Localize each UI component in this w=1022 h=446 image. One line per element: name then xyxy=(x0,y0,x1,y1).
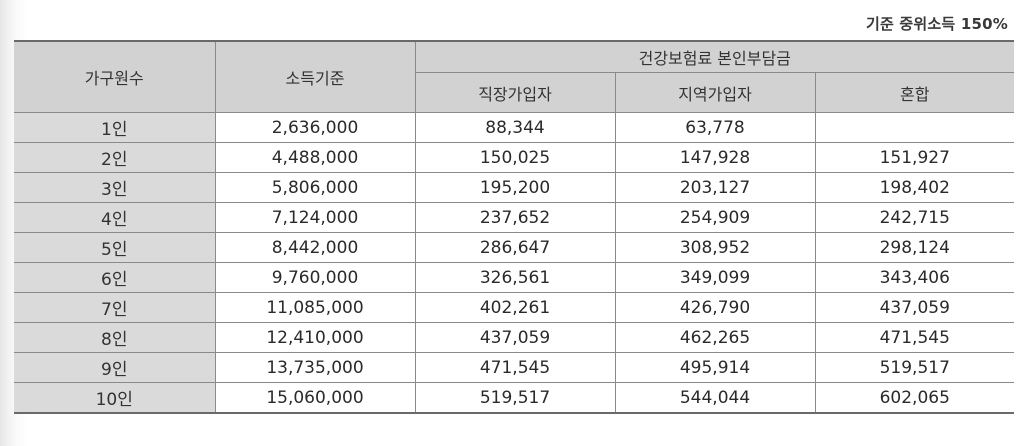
cell-household: 3인 xyxy=(14,172,216,203)
cell-employee: 286,647 xyxy=(414,232,616,263)
cell-employee: 519,517 xyxy=(414,382,616,414)
cell-regional: 308,952 xyxy=(614,232,816,263)
table-row: 7인 11,085,000 402,261 426,790 437,059 xyxy=(14,292,1015,323)
cell-mixed: 437,059 xyxy=(814,292,1015,323)
table-row: 6인 9,760,000 326,561 349,099 343,406 xyxy=(14,262,1015,293)
cell-household: 7인 xyxy=(14,292,216,323)
cell-household: 10인 xyxy=(14,382,216,414)
cell-mixed: 519,517 xyxy=(814,352,1015,383)
cell-employee: 437,059 xyxy=(414,322,616,353)
cell-income: 13,735,000 xyxy=(214,352,416,383)
cell-income: 9,760,000 xyxy=(214,262,416,293)
table-row: 1인 2,636,000 88,344 63,778 xyxy=(14,112,1015,143)
cell-employee: 88,344 xyxy=(414,112,616,143)
cell-income: 8,442,000 xyxy=(214,232,416,263)
cell-mixed: 298,124 xyxy=(814,232,1015,263)
cell-regional: 349,099 xyxy=(614,262,816,293)
cell-household: 5인 xyxy=(14,232,216,263)
table-note: 기준 중위소득 150% xyxy=(866,15,1008,33)
header-household: 가구원수 xyxy=(14,40,216,113)
cell-regional: 495,914 xyxy=(614,352,816,383)
table-header: 가구원수 소득기준 건강보험료 본인부담금 직장가입자 지역가입자 혼합 xyxy=(14,40,1015,113)
header-employee: 직장가입자 xyxy=(415,72,616,113)
header-mixed: 혼합 xyxy=(814,72,1015,113)
header-regional: 지역가입자 xyxy=(614,72,816,113)
cell-employee: 237,652 xyxy=(414,202,616,233)
cell-regional: 462,265 xyxy=(614,322,816,353)
cell-mixed: 242,715 xyxy=(814,202,1015,233)
cell-employee: 402,261 xyxy=(414,292,616,323)
header-income: 소득기준 xyxy=(214,40,416,113)
cell-regional: 63,778 xyxy=(614,112,816,143)
cell-regional: 544,044 xyxy=(614,382,816,414)
cell-employee: 326,561 xyxy=(414,262,616,293)
cell-income: 12,410,000 xyxy=(214,322,416,353)
cell-employee: 150,025 xyxy=(414,142,616,173)
cell-mixed: 343,406 xyxy=(814,262,1015,293)
cell-mixed: 602,065 xyxy=(814,382,1015,414)
table-row: 9인 13,735,000 471,545 495,914 519,517 xyxy=(14,352,1015,383)
cell-income: 7,124,000 xyxy=(214,202,416,233)
cell-household: 8인 xyxy=(14,322,216,353)
cell-income: 11,085,000 xyxy=(214,292,416,323)
cell-mixed xyxy=(814,112,1015,143)
cell-regional: 203,127 xyxy=(614,172,816,203)
table-row: 5인 8,442,000 286,647 308,952 298,124 xyxy=(14,232,1015,263)
table-row: 8인 12,410,000 437,059 462,265 471,545 xyxy=(14,322,1015,353)
cell-income: 15,060,000 xyxy=(214,382,416,414)
cell-household: 4인 xyxy=(14,202,216,233)
cell-employee: 195,200 xyxy=(414,172,616,203)
cell-household: 6인 xyxy=(14,262,216,293)
cell-mixed: 471,545 xyxy=(814,322,1015,353)
cell-mixed: 151,927 xyxy=(814,142,1015,173)
cell-income: 4,488,000 xyxy=(214,142,416,173)
cell-household: 2인 xyxy=(14,142,216,173)
table-row: 3인 5,806,000 195,200 203,127 198,402 xyxy=(14,172,1015,203)
cell-mixed: 198,402 xyxy=(814,172,1015,203)
header-premium-group: 건강보험료 본인부담금 xyxy=(414,40,1015,73)
premium-table: 가구원수 소득기준 건강보험료 본인부담금 직장가입자 지역가입자 혼합 1인 2… xyxy=(14,40,1015,414)
table-body: 1인 2,636,000 88,344 63,778 2인 4,488,000 150,02… xyxy=(14,112,1015,414)
cell-employee: 471,545 xyxy=(414,352,616,383)
cell-household: 9인 xyxy=(14,352,216,383)
cell-regional: 426,790 xyxy=(614,292,816,323)
cell-income: 5,806,000 xyxy=(214,172,416,203)
cell-regional: 254,909 xyxy=(614,202,816,233)
cell-regional: 147,928 xyxy=(614,142,816,173)
cell-income: 2,636,000 xyxy=(214,112,416,143)
cell-household: 1인 xyxy=(14,112,216,143)
table-row: 10인 15,060,000 519,517 544,044 602,065 xyxy=(14,382,1015,414)
table-row: 4인 7,124,000 237,652 254,909 242,715 xyxy=(14,202,1015,233)
table-row: 2인 4,488,000 150,025 147,928 151,927 xyxy=(14,142,1015,173)
